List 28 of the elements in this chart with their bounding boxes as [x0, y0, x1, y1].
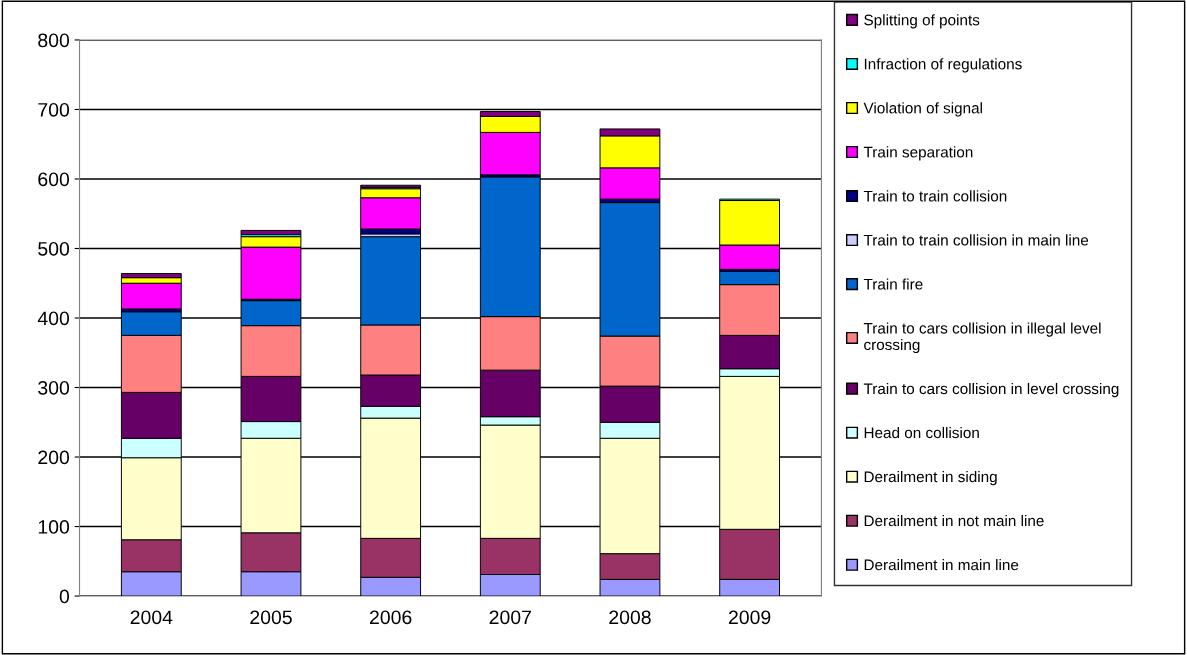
y-tick-label: 700 — [38, 102, 70, 117]
y-tick-label: 400 — [37, 311, 70, 326]
legend-label: Train to train collision in main line — [863, 234, 1089, 246]
x-tick-label: 2008 — [609, 610, 651, 625]
y-tick-label: 0 — [59, 589, 70, 604]
x-tick-label: 2006 — [369, 610, 412, 625]
legend-label: Violation of signal — [863, 102, 982, 117]
y-tick-label: 500 — [38, 241, 70, 256]
x-tick-label: 2009 — [728, 610, 771, 625]
x-tick-label: 2007 — [489, 610, 531, 625]
legend-label: Derailment in siding — [864, 470, 997, 486]
legend-label: Splitting of points — [864, 14, 980, 29]
y-tick-label: 800 — [38, 33, 70, 48]
y-tick-label: 200 — [38, 450, 70, 465]
legend-label: Head on collision — [864, 426, 979, 439]
y-tick-label: 300 — [38, 380, 70, 395]
legend-label: Train to cars collision in illegal level crossing — [863, 322, 1101, 354]
y-tick-label: 100 — [38, 520, 70, 534]
x-tick-label: 2005 — [250, 610, 292, 625]
legend-label: Train to cars collision in level crossing — [863, 382, 1119, 398]
legend-label: Infraction of regulations — [864, 58, 1022, 73]
y-tick-label: 600 — [38, 172, 70, 187]
legend-label: Train fire — [863, 278, 923, 290]
legend-label: Train separation — [863, 146, 973, 161]
legend-label: Derailment in not main line — [864, 515, 1044, 527]
legend-label: Train to train collision — [863, 190, 1007, 202]
legend-label: Derailment in main line — [864, 559, 1019, 571]
x-tick-label: 2004 — [130, 610, 173, 625]
